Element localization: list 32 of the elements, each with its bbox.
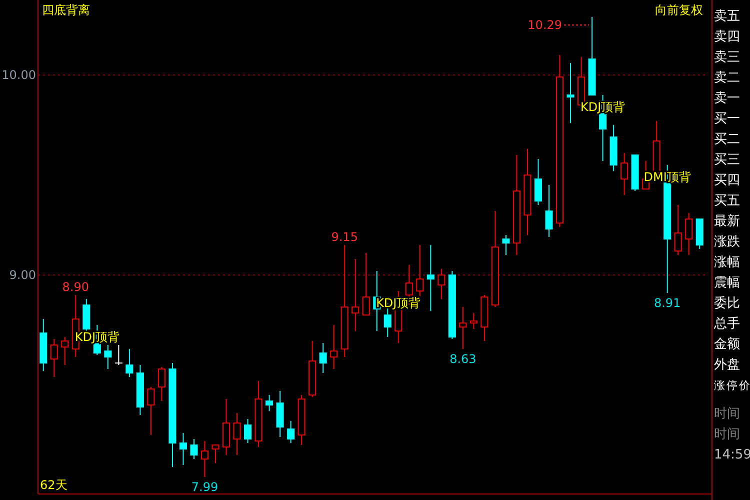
text: 买一 [714,112,740,126]
text: 总手 [713,316,740,332]
annotation: 向前复权 [655,3,703,17]
y-tick-label: 9.00 [9,268,36,282]
text: 涨跌 [714,234,740,250]
annotation: 9.15 [331,230,358,244]
text: 买二 [714,132,740,147]
annotation: 8.91 [654,296,681,310]
annotation: 10.29 [528,18,562,32]
annotation: 8.63 [450,352,476,366]
text: 买五 [714,194,740,208]
text: 买四 [714,173,740,188]
text: 卖一 [714,91,740,106]
text: 卖四 [714,30,740,44]
text: 买三 [714,152,740,168]
text: 外盘 [714,358,740,372]
annotation: 7.99 [191,480,218,494]
text: 卖三 [714,50,740,65]
text: 最新 [714,214,740,229]
chart-title: 四底背离 [42,3,90,17]
text: 卖二 [714,70,740,86]
text: 时间 [714,427,740,442]
annotation: 8.90 [62,280,90,294]
text: 涨幅 [714,255,740,270]
y-tick-label: 10.00 [2,68,36,82]
text: 涨停价 [714,379,750,392]
text: 委比 [714,296,740,311]
text: 卖五 [714,9,740,24]
text: 时间 [714,406,740,422]
annotation: 62天 [40,478,68,492]
text: 震幅 [714,276,740,290]
text: 金额 [714,337,740,352]
